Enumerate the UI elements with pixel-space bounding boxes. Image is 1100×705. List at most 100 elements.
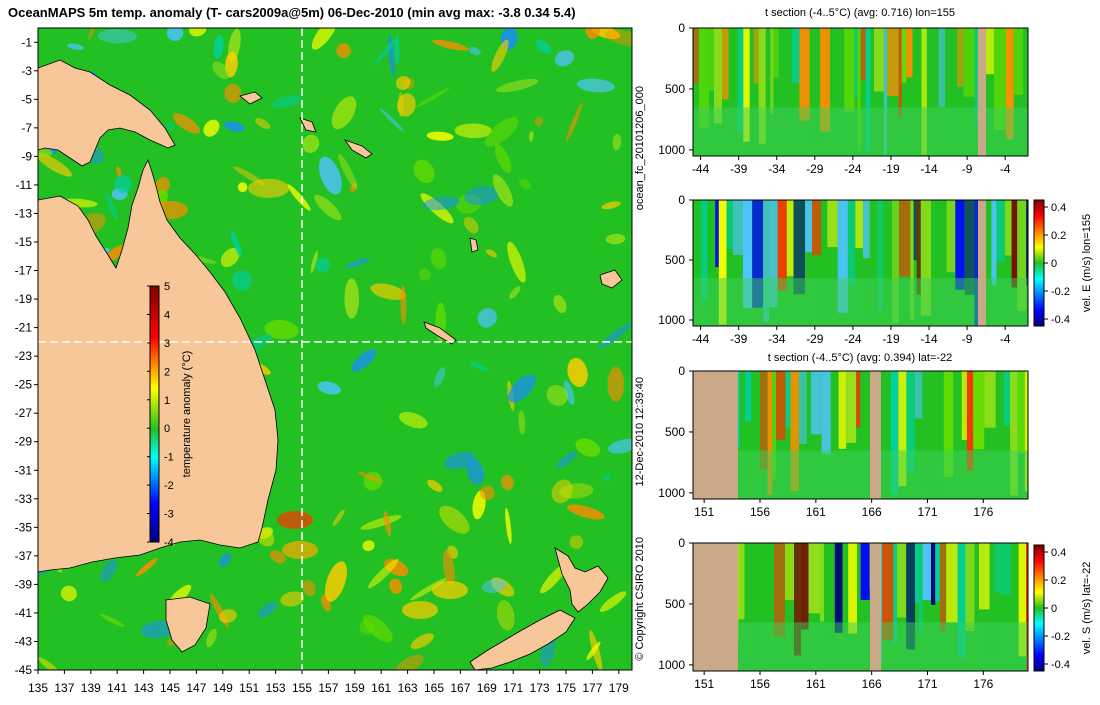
section-stripe [1018,543,1026,657]
colorbar-tick-label: -0.4 [1051,314,1070,326]
anomaly-eddy [338,153,358,190]
section-stripe [820,28,830,132]
anomaly-eddy [463,216,479,234]
anomaly-eddy [505,507,512,544]
anomaly-eddy [496,78,539,93]
colorbar-tick-label: 5 [164,281,170,293]
section-land [693,371,738,499]
section-x-tick-label: 151 [694,677,714,691]
section-stripe [957,28,964,87]
section-x-tick-label: 161 [806,505,826,519]
section-stripe [749,28,754,146]
anomaly-eddy [434,366,446,388]
section-stripe [996,200,1005,262]
section-stripe [758,28,766,144]
lat-tick-label: -1 [21,35,32,49]
map-frame [37,27,633,671]
section-stripe [786,28,793,115]
depth-tick-label: 1000 [658,658,685,672]
anomaly-eddy [494,144,512,174]
p4-field [693,543,1028,671]
anomaly-eddy [311,28,338,50]
anomaly-eddy [336,43,351,58]
section-x-tick-label: 166 [862,677,882,691]
lat-tick-label: -45 [15,663,33,677]
colorbar-tick-label: 4 [164,309,170,321]
anomaly-eddy [410,633,434,650]
anomaly-eddy [427,479,443,492]
section-stripe [914,371,923,419]
section-stripe [739,371,746,478]
anomaly-eddy [359,620,375,635]
section-stripe [935,543,940,602]
anomaly-eddy [114,175,132,193]
section-stripe [847,200,856,287]
anomaly-eddy [60,585,77,602]
anomaly-eddy [206,628,217,648]
anomaly-eddy [469,47,481,56]
section-stripe [808,543,820,614]
section-stripe [1011,200,1018,288]
section-x-tick-label: 156 [750,505,770,519]
lon-tick-label: 177 [582,681,602,695]
section-stripe [737,28,744,133]
anomaly-eddy [395,76,411,90]
section-stripe [898,371,907,487]
lon-tick-label: 155 [292,681,312,695]
section-stripe [700,200,708,302]
colorbar-tick-label: -4 [164,537,174,549]
section-stripe [1005,28,1014,140]
section-x-tick-label: -34 [768,332,786,346]
section-stripe [738,543,745,620]
land-fiji [599,269,623,289]
panel-2: 0 500 1000 -44 -39 -34 -29 -24 -19 -14 -9 -4 [658,193,1029,346]
anomaly-eddy [607,438,632,454]
anomaly-eddy [269,550,286,564]
anomaly-eddy [384,558,409,577]
depth-tick-label: 0 [678,21,685,35]
anomaly-eddy [413,159,435,184]
anomaly-eddy [370,283,406,301]
anomaly-hotspot [277,511,313,529]
anomaly-eddy [418,268,431,281]
colorbar-tick-label: -1 [164,452,174,464]
section-stripe [913,200,917,261]
section-x-tick-label: 171 [917,677,937,691]
section-stripe [1011,543,1019,594]
lon-tick-label: 171 [503,681,523,695]
section-stripe [751,371,760,429]
anomaly-eddy [553,295,567,313]
anomaly-eddy [220,247,240,268]
section-stripe [799,28,810,121]
section-stripe [921,28,927,155]
section-stripe [785,371,791,428]
anomaly-eddy [566,504,605,520]
anomaly-eddy [430,248,447,270]
anomaly-eddy [389,578,402,594]
anomaly-eddy [368,558,399,589]
section-stripe [854,28,858,98]
section-stripe [839,28,845,78]
land-new-caledonia [423,321,457,345]
section-stripe [910,200,914,320]
section-x-tick-label: -14 [920,332,938,346]
section-stripe [897,543,907,618]
anomaly-eddy [224,121,245,132]
section-stripe [918,543,923,634]
section-stripe [838,371,847,449]
section-stripe [965,543,975,631]
anomaly-eddy [519,178,532,190]
section-stripe [966,371,974,471]
lat-tick-label: -7 [21,121,32,135]
map-colorbar: 5 4 3 2 1 0 -1 -2 -3 -4 temperature anomaly (°C) [147,281,193,549]
depth-tick-label: 1000 [658,313,685,327]
lon-tick-label: 153 [266,681,286,695]
section-x-tick-label: 161 [806,677,826,691]
section-stripe [1004,200,1012,256]
anomaly-hotspot [432,581,468,599]
section-stripe [812,200,822,256]
section-stripe [798,371,807,444]
anomaly-eddy [203,119,220,137]
section-stripe [943,371,954,477]
anomaly-eddy [601,201,621,210]
